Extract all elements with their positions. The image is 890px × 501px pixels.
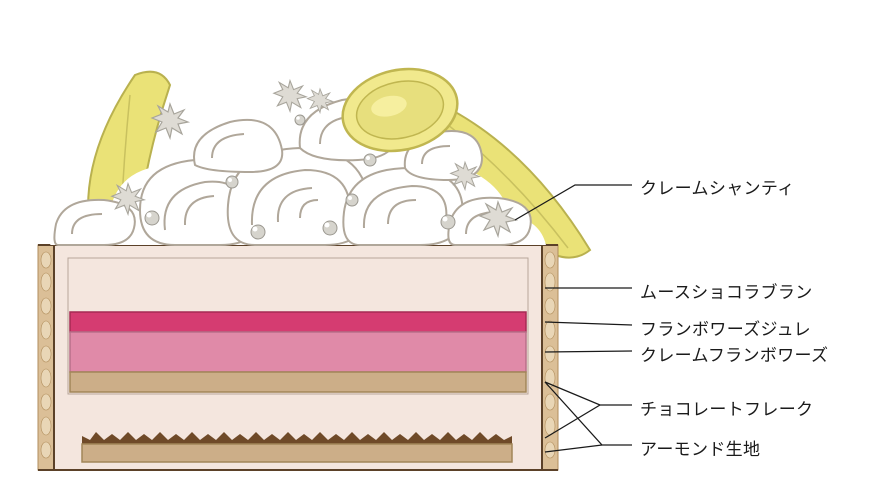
layer-jelly xyxy=(70,312,526,332)
label-jelly: フランボワーズジュレ xyxy=(640,315,811,340)
label-almond: アーモンド生地 xyxy=(640,435,760,460)
label-mousse: ムースショコラブラン xyxy=(640,278,813,303)
layer-almond-lower xyxy=(82,444,512,462)
label-flake: チョコレートフレーク xyxy=(640,395,813,420)
cake-diagram xyxy=(0,0,890,501)
layer-framboise xyxy=(70,332,526,372)
label-framboise: クレームフランボワーズ xyxy=(640,341,828,366)
layer-almond-upper xyxy=(70,372,526,392)
label-chantilly: クレームシャンティ xyxy=(640,174,795,199)
